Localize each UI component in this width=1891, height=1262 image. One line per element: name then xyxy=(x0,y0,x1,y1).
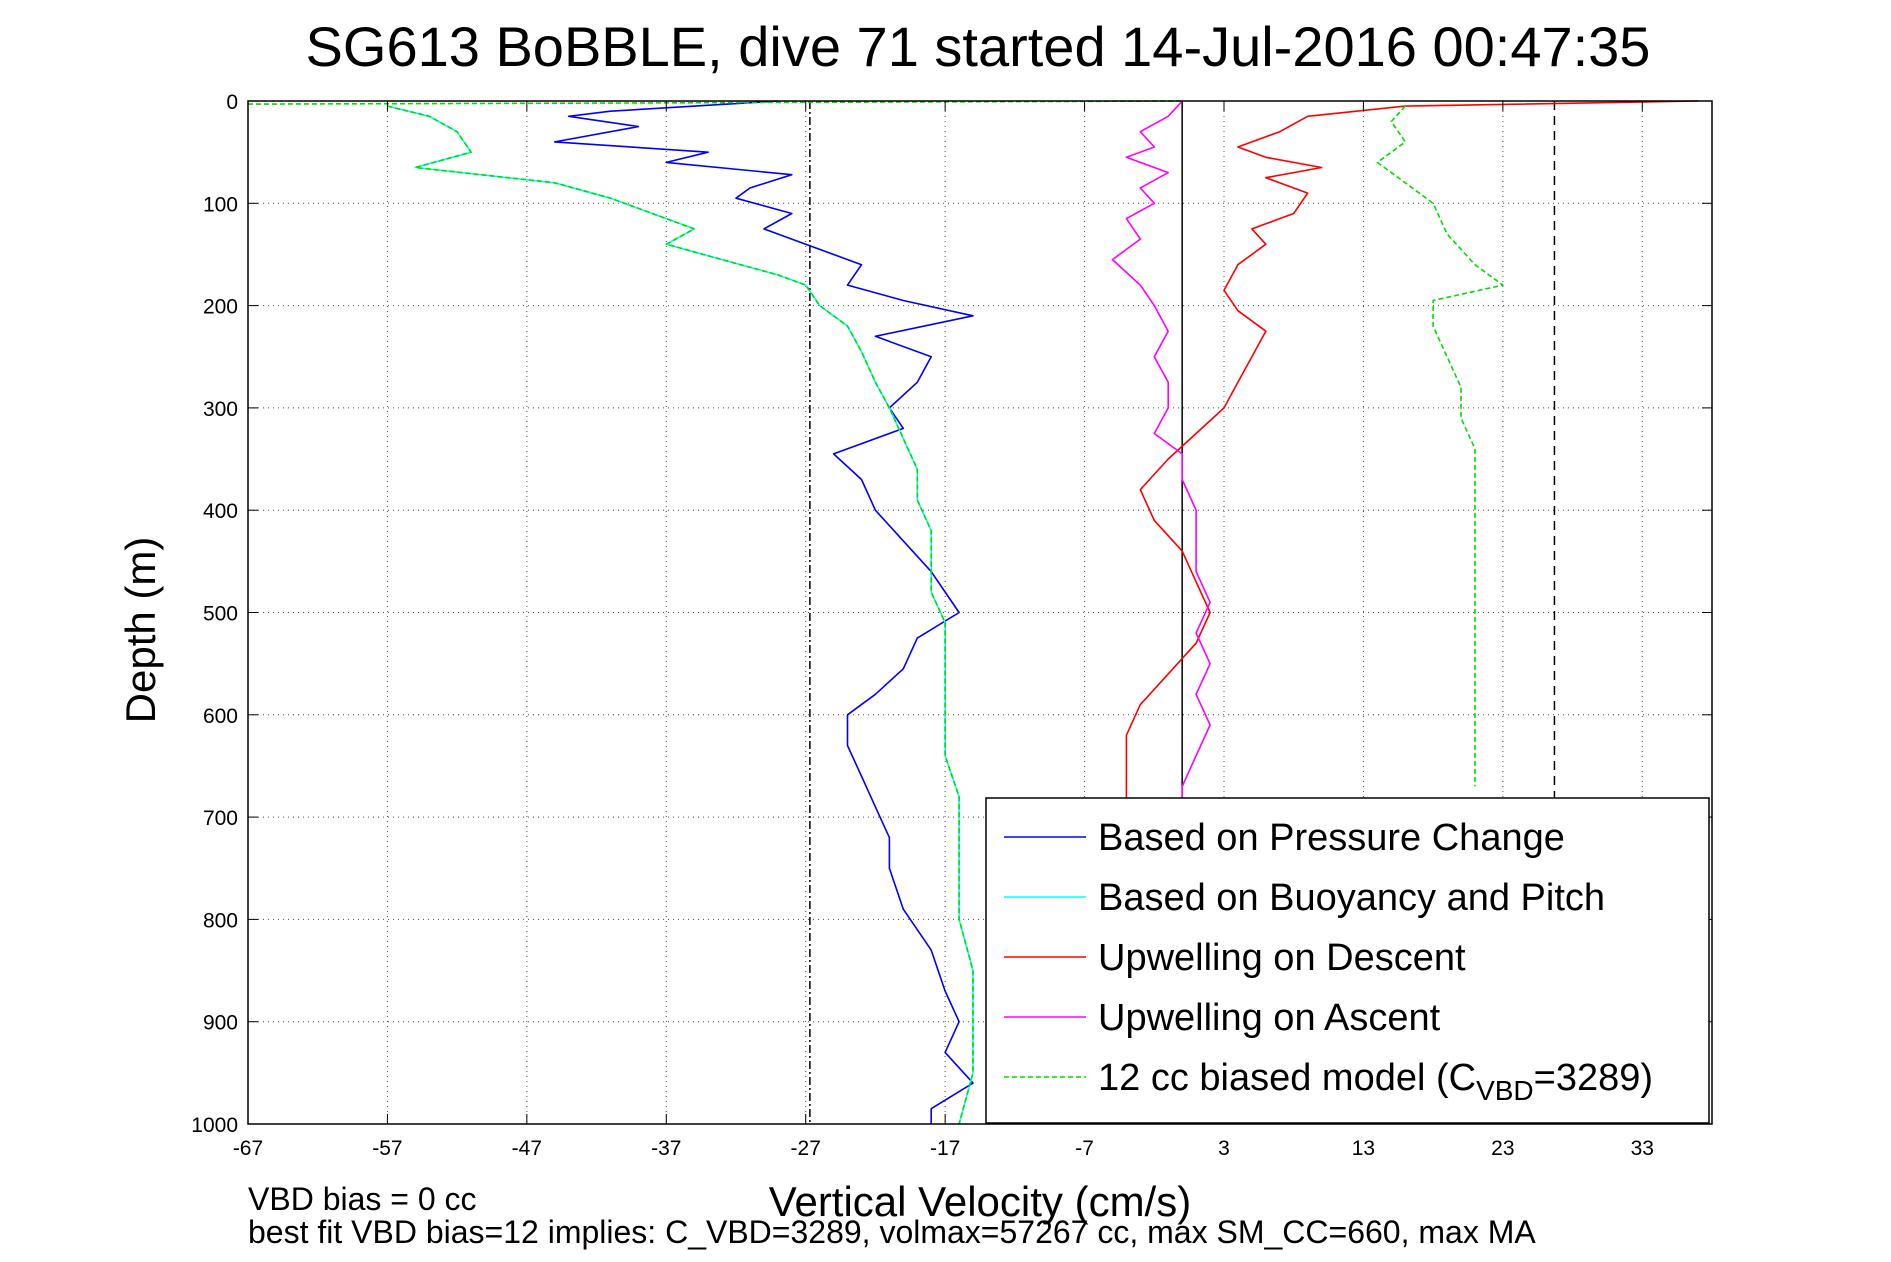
y-axis-label: Depth (m) xyxy=(117,537,164,724)
x-tick-label: -47 xyxy=(512,1137,542,1160)
x-tick-label: -37 xyxy=(651,1137,681,1160)
x-tick-label: -7 xyxy=(1075,1137,1094,1160)
legend-label: 12 cc biased model (CVBD=3289) xyxy=(1098,1057,1653,1106)
y-tick-label: 800 xyxy=(203,909,238,932)
chart-title: SG613 BoBBLE, dive 71 started 14-Jul-201… xyxy=(306,15,1651,78)
y-tick-label: 100 xyxy=(203,193,238,216)
x-tick-label: 3 xyxy=(1218,1137,1230,1160)
x-tick-label: -27 xyxy=(791,1137,821,1160)
x-tick-label: -17 xyxy=(930,1137,960,1160)
x-tick-label: -57 xyxy=(372,1137,402,1160)
legend-label: Based on Pressure Change xyxy=(1098,817,1565,859)
series-line-6 xyxy=(1376,105,1504,787)
x-axis-label: Vertical Velocity (cm/s) xyxy=(769,1178,1191,1225)
y-tick-label: 700 xyxy=(203,807,238,830)
y-tick-label: 200 xyxy=(203,296,238,319)
y-tick-label: 900 xyxy=(203,1012,238,1035)
y-tick-label: 500 xyxy=(203,603,238,626)
series-line-0 xyxy=(553,100,974,1124)
x-tick-label: 33 xyxy=(1631,1137,1654,1160)
legend-label: Upwelling on Descent xyxy=(1098,937,1466,979)
y-tick-label: 600 xyxy=(203,705,238,728)
y-tick-label: 1000 xyxy=(191,1114,238,1137)
x-tick-labels: -67 -57 -47 -37 -27 -17 -7 3 13 23 33 xyxy=(233,1137,1654,1160)
legend: Based on Pressure Change Based on Buoyanc… xyxy=(985,797,1710,1124)
legend-label: Upwelling on Ascent xyxy=(1098,997,1441,1039)
y-tick-label: 300 xyxy=(203,398,238,421)
y-tick-label: 0 xyxy=(226,91,238,114)
y-tick-label: 400 xyxy=(203,500,238,523)
x-tick-label: 23 xyxy=(1491,1137,1514,1160)
y-tick-labels: 0 100 200 300 400 500 600 700 800 900 1000 xyxy=(191,91,238,1137)
series-line-4 xyxy=(387,105,974,1125)
x-tick-label: -67 xyxy=(233,1137,263,1160)
legend-box xyxy=(985,797,1710,1124)
legend-label: Based on Buoyancy and Pitch xyxy=(1098,877,1605,919)
series-line-1 xyxy=(387,105,974,1125)
footnote-vbd-bias: VBD bias = 0 cc xyxy=(248,1181,477,1217)
x-tick-label: 13 xyxy=(1352,1137,1375,1160)
footnote-best-fit: best fit VBD bias=12 implies: C_VBD=3289… xyxy=(248,1214,1536,1250)
